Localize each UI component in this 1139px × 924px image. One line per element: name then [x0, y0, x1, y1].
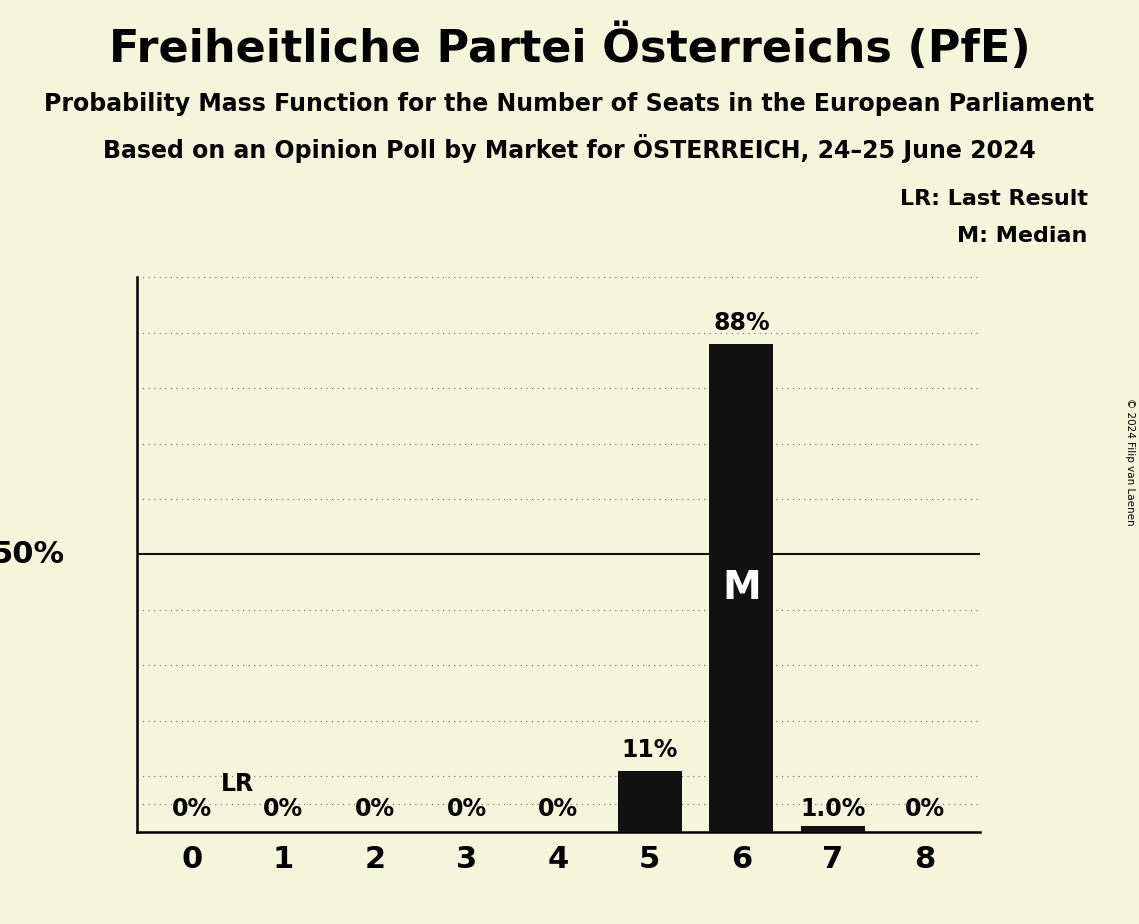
Text: 0%: 0% [904, 796, 944, 821]
Text: 0%: 0% [446, 796, 486, 821]
Text: M: M [722, 568, 761, 607]
Text: 1.0%: 1.0% [801, 796, 866, 821]
Text: LR: LR [221, 772, 254, 796]
Bar [710, 344, 773, 832]
Text: 88%: 88% [713, 311, 770, 335]
Text: LR: Last Result: LR: Last Result [900, 189, 1088, 210]
Bar [801, 826, 865, 832]
Text: © 2024 Filip van Laenen: © 2024 Filip van Laenen [1125, 398, 1134, 526]
Text: 0%: 0% [538, 796, 579, 821]
Text: 0%: 0% [263, 796, 303, 821]
Text: Freiheitliche Partei Österreichs (PfE): Freiheitliche Partei Österreichs (PfE) [108, 23, 1031, 70]
Text: 11%: 11% [622, 738, 678, 762]
Text: 0%: 0% [172, 796, 212, 821]
Text: Based on an Opinion Poll by Market for ÖSTERREICH, 24–25 June 2024: Based on an Opinion Poll by Market for Ö… [104, 134, 1035, 163]
Text: Probability Mass Function for the Number of Seats in the European Parliament: Probability Mass Function for the Number… [44, 92, 1095, 116]
Text: M: Median: M: Median [958, 226, 1088, 247]
Text: 0%: 0% [355, 796, 395, 821]
Bar [617, 771, 682, 832]
Text: 50%: 50% [0, 540, 65, 569]
